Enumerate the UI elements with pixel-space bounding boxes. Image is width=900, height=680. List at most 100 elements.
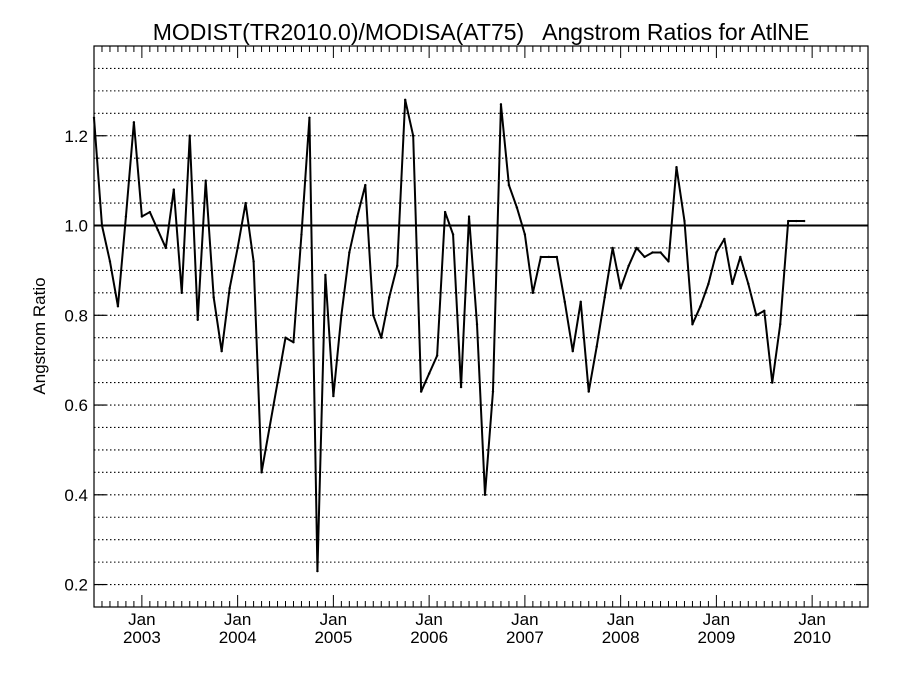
data-point xyxy=(156,228,160,232)
data-point xyxy=(531,291,535,295)
data-point xyxy=(364,183,367,187)
y-tick-label: 1.2 xyxy=(64,127,88,146)
data-point xyxy=(595,345,598,348)
data-point xyxy=(204,179,207,182)
data-point xyxy=(443,210,447,214)
data-point xyxy=(451,233,455,236)
data-point xyxy=(196,318,199,321)
data-point xyxy=(124,215,128,218)
data-point xyxy=(643,255,646,259)
data-point xyxy=(348,251,351,254)
data-point xyxy=(252,260,255,263)
data-point xyxy=(747,282,750,286)
data-point xyxy=(132,121,136,124)
tick-labels: 0.20.40.60.81.01.2Jan2003Jan2004Jan2005J… xyxy=(64,127,831,647)
data-point xyxy=(356,215,359,218)
series-line xyxy=(93,98,805,573)
data-point xyxy=(619,287,622,290)
data-point xyxy=(411,134,415,137)
x-tick-label-month: Jan xyxy=(607,610,634,629)
data-point xyxy=(300,233,303,236)
x-tick-label-year: 2009 xyxy=(697,628,735,647)
axes xyxy=(93,45,869,608)
data-point xyxy=(475,323,479,326)
data-point xyxy=(324,273,327,277)
data-point xyxy=(459,385,463,389)
data-point xyxy=(707,282,710,286)
data-point xyxy=(603,296,606,299)
data-point xyxy=(675,165,678,169)
x-tick-label-year: 2003 xyxy=(123,628,161,647)
data-point xyxy=(683,219,686,223)
data-point xyxy=(220,349,223,353)
data-point xyxy=(172,188,175,191)
data-point xyxy=(316,569,319,573)
data-point xyxy=(427,372,431,375)
data-point xyxy=(308,116,311,120)
data-point xyxy=(515,206,519,209)
data-point xyxy=(611,246,614,250)
y-tick-label: 0.4 xyxy=(64,486,88,505)
data-point xyxy=(539,255,543,259)
data-point xyxy=(723,237,726,241)
data-point xyxy=(148,210,152,214)
x-tick-label-year: 2004 xyxy=(219,628,257,647)
data-point xyxy=(731,282,734,286)
data-point xyxy=(579,300,582,304)
data-point xyxy=(403,98,407,102)
data-point xyxy=(699,305,702,308)
data-point xyxy=(491,390,495,393)
y-tick-label: 0.2 xyxy=(64,576,88,595)
x-tick-label-month: Jan xyxy=(703,610,730,629)
y-tick-label: 0.8 xyxy=(64,306,88,325)
data-point xyxy=(691,323,694,326)
data-point xyxy=(563,300,566,304)
data-point xyxy=(140,215,144,218)
data-point xyxy=(116,305,120,308)
data-point xyxy=(763,309,766,312)
x-tick-label-year: 2010 xyxy=(793,628,831,647)
data-point xyxy=(372,314,375,317)
gridlines xyxy=(94,67,868,608)
data-point xyxy=(244,201,247,205)
data-point xyxy=(435,354,439,357)
data-point xyxy=(507,183,511,187)
x-tick-label-year: 2007 xyxy=(506,628,544,647)
data-point xyxy=(715,251,718,254)
x-tick-label-month: Jan xyxy=(798,610,825,629)
data-point xyxy=(228,287,231,290)
y-axis-label: Angstrom Ratio xyxy=(30,277,49,394)
data-point xyxy=(380,336,383,339)
x-tick-label-month: Jan xyxy=(511,610,538,629)
x-tick-label-year: 2005 xyxy=(314,628,352,647)
data-point xyxy=(164,246,168,250)
data-point xyxy=(802,219,806,223)
x-tick-label-month: Jan xyxy=(415,610,442,629)
data-point xyxy=(499,103,503,106)
data-point xyxy=(635,246,638,250)
data-point xyxy=(787,219,790,223)
data-point xyxy=(388,296,391,299)
data-point xyxy=(667,260,670,263)
data-point xyxy=(180,291,183,295)
data-point xyxy=(483,493,487,496)
x-tick-label-month: Jan xyxy=(320,610,347,629)
data-point xyxy=(587,390,590,393)
data-point xyxy=(794,219,798,223)
data-point xyxy=(212,296,215,299)
x-tick-label-year: 2008 xyxy=(602,628,640,647)
x-tick-label-month: Jan xyxy=(128,610,155,629)
plot-frame xyxy=(93,45,869,608)
data-point xyxy=(739,255,742,259)
y-tick-label: 1.0 xyxy=(64,217,88,236)
data-point xyxy=(276,381,279,384)
data-point xyxy=(755,314,758,317)
data-point xyxy=(396,264,399,268)
data-point xyxy=(779,323,782,326)
x-tick-label-year: 2006 xyxy=(410,628,448,647)
data-point xyxy=(627,264,630,268)
data-point xyxy=(268,426,271,429)
data-point xyxy=(108,260,112,263)
data-point xyxy=(236,246,239,250)
